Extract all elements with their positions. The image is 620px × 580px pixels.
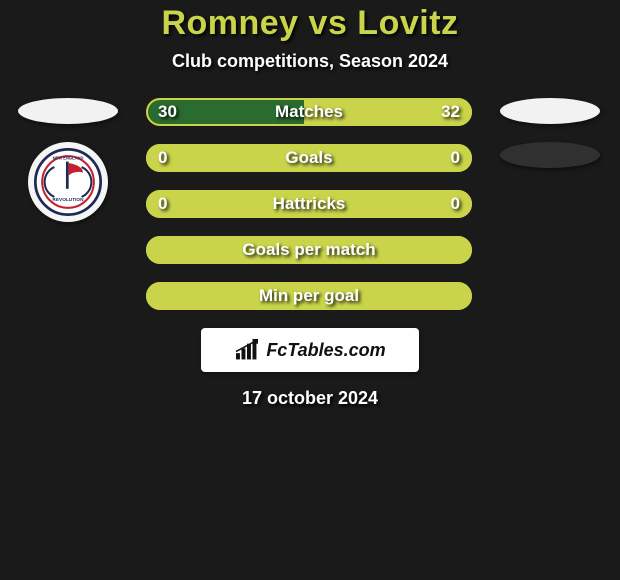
- stat-label: Goals per match: [242, 240, 375, 260]
- stat-row: Min per goal: [146, 282, 472, 310]
- stat-label: Goals: [285, 148, 332, 168]
- stat-label: Min per goal: [259, 286, 359, 306]
- right-team-column: [490, 98, 610, 310]
- stat-row: 30 32 Matches: [146, 98, 472, 126]
- stat-row: 0 0 Goals: [146, 144, 472, 172]
- stat-left-value: 30: [158, 102, 177, 122]
- watermark-badge: FcTables.com: [201, 328, 419, 372]
- comparison-subtitle: Club competitions, Season 2024: [0, 51, 620, 72]
- comparison-layout: REVOLUTION NEW ENGLAND 30 32 Matches 0 0 Goal…: [0, 98, 620, 310]
- stat-row: Goals per match: [146, 236, 472, 264]
- comparison-title: Romney vs Lovitz: [0, 4, 620, 43]
- right-flag-icon: [500, 98, 600, 124]
- stats-column: 30 32 Matches 0 0 Goals 0 0 Hattricks Goals per m…: [146, 98, 472, 310]
- watermark-text: FcTables.com: [266, 340, 385, 361]
- stat-label: Matches: [275, 102, 343, 122]
- stat-row: 0 0 Hattricks: [146, 190, 472, 218]
- infographic-date: 17 october 2024: [0, 388, 620, 409]
- right-team-logo-placeholder: [500, 142, 600, 168]
- stat-left-value: 0: [158, 194, 167, 214]
- left-team-logo: REVOLUTION NEW ENGLAND: [28, 142, 108, 222]
- stat-left-value: 0: [158, 148, 167, 168]
- stat-right-value: 32: [441, 102, 460, 122]
- svg-text:NEW ENGLAND: NEW ENGLAND: [53, 156, 84, 161]
- infographic-root: Romney vs Lovitz Club competitions, Seas…: [0, 0, 620, 409]
- left-flag-icon: [18, 98, 118, 124]
- left-team-column: REVOLUTION NEW ENGLAND: [8, 98, 128, 310]
- stat-label: Hattricks: [273, 194, 346, 214]
- stat-right-value: 0: [451, 194, 460, 214]
- bars-icon: [234, 339, 260, 361]
- svg-text:REVOLUTION: REVOLUTION: [52, 197, 84, 203]
- stat-right-value: 0: [451, 148, 460, 168]
- revolution-logo-icon: REVOLUTION NEW ENGLAND: [34, 148, 102, 216]
